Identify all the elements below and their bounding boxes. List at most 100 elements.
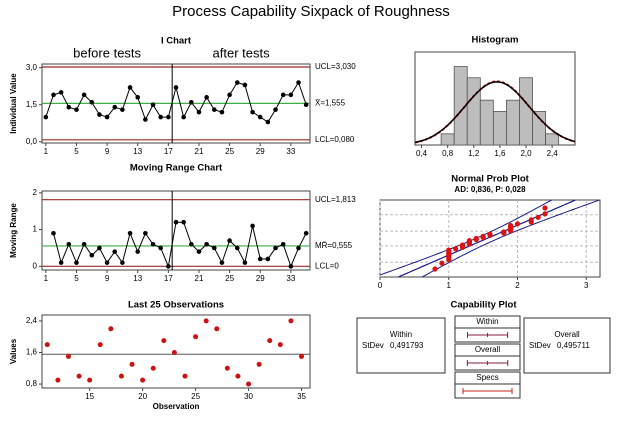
data-point [74,260,79,265]
data-point [203,318,209,324]
x-tick-label: 1 [44,147,49,156]
data-point [104,260,110,265]
data-point [150,241,156,247]
stat-value: 0,491793 [390,341,424,350]
histogram-bar [506,99,520,146]
data-point [143,117,148,122]
data-point [135,95,141,100]
plot-frame [41,314,311,389]
data-point [44,342,50,348]
control-limit-label: UCL=1,813 [315,195,356,204]
data-point [181,114,186,120]
x-tick-label: 21 [195,147,204,156]
histogram-bar [545,133,560,146]
control-limit-label: LCL=0,080 [315,135,355,144]
x-tick-label: 13 [133,274,142,283]
x-tick-label: 20 [138,392,147,401]
data-point [542,211,548,217]
data-point [528,217,534,223]
data-point [158,245,163,251]
data-point [127,230,133,236]
data-point [81,92,87,98]
page-title: Process Capability Sixpack of Roughness [172,3,450,20]
data-point [257,256,263,262]
fit-curve [414,81,576,144]
data-point [508,222,514,229]
x-tick-label: 0 [378,281,383,290]
data-point [296,80,301,85]
interval-label: Within [476,317,498,326]
data-point [189,99,194,105]
x-tick-label: 35 [297,392,306,401]
x-tick-label: 2,4 [547,149,559,158]
data-point [158,114,163,120]
plot-frame [379,199,601,278]
x-tick-label: 2,0 [520,149,532,158]
data-point [487,231,493,237]
data-point [514,221,521,227]
data-point [58,90,64,95]
data-line [53,221,307,269]
data-point [453,246,459,252]
histogram-bar [479,99,494,146]
data-point [189,241,194,247]
data-point [224,365,230,371]
confidence-band [380,200,552,276]
x-tick-label: 3 [584,281,589,290]
panel-title: Moving Range Chart [130,163,223,174]
fit-line [398,200,576,277]
data-point [143,230,148,236]
data-point [76,373,82,379]
y-tick-label: 3,0 [26,63,38,72]
data-point [296,245,301,251]
data-point [256,361,262,367]
x-tick-label: 0,8 [442,149,454,158]
data-point [97,342,103,348]
x-tick-label: 30 [244,392,253,401]
data-point [65,353,71,359]
stat-name: Overall [554,330,580,339]
data-point [51,92,56,98]
y-tick-label: 2,4 [26,316,38,325]
data-point [459,242,466,248]
control-limit-label: LCL=0 [315,261,339,270]
data-point [280,92,286,98]
y-tick-label: 2 [33,188,38,197]
data-point [173,85,179,90]
interval-box [454,371,521,399]
panel-title: I Chart [161,36,192,47]
data-point [81,241,87,247]
data-point [171,349,177,355]
panel-title: Normal Prob Plot [451,174,529,185]
data-point [211,107,217,112]
data-point [108,326,114,332]
data-point [219,109,225,115]
y-tick-label: 0,0 [26,137,38,146]
data-point [277,342,283,348]
x-tick-label: 17 [164,274,173,283]
data-point [288,264,294,269]
interval-box [454,343,521,371]
panel-subtitle: AD: 0,836, P: 0,028 [454,185,526,194]
data-point [140,377,146,383]
stat-label: StDev [529,341,551,350]
data-point [257,114,263,120]
x-tick-label: 25 [191,392,200,401]
data-point [89,99,95,105]
x-tick-label: 13 [133,147,142,156]
stat-value: 0,495711 [557,341,590,350]
data-point [219,260,225,265]
panel-title: Capability Plot [451,300,518,311]
x-tick-label: 21 [195,274,204,283]
histogram-bar [492,110,507,146]
data-point [51,230,56,236]
data-point [227,238,232,243]
data-point [55,377,61,383]
data-point [150,102,156,108]
x-tick-label: 0,4 [416,149,428,158]
data-point [235,373,241,379]
data-point [234,245,240,251]
data-point [112,249,118,254]
data-point [535,214,541,220]
data-point [89,253,95,258]
